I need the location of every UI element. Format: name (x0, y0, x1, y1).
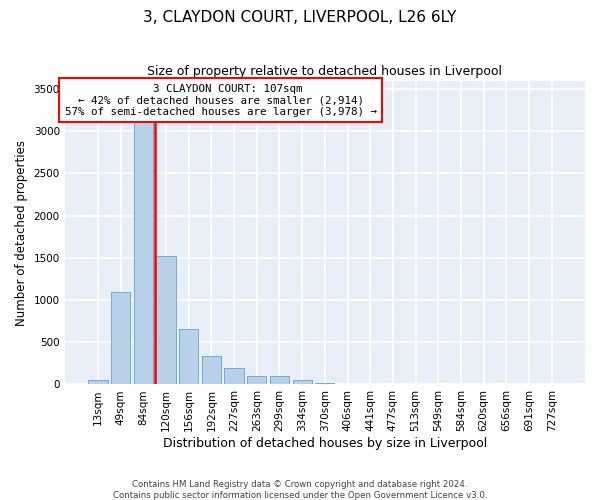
Title: Size of property relative to detached houses in Liverpool: Size of property relative to detached ho… (148, 65, 502, 78)
Bar (247, 376, 266, 384)
Bar (202, 356, 221, 384)
Bar (134, 108, 153, 384)
Text: Contains HM Land Registry data © Crown copyright and database right 2024.
Contai: Contains HM Land Registry data © Crown c… (113, 480, 487, 500)
Bar (293, 380, 312, 384)
X-axis label: Distribution of detached houses by size in Liverpool: Distribution of detached houses by size … (163, 437, 487, 450)
Bar (315, 383, 334, 384)
Bar (111, 292, 130, 384)
Bar (179, 328, 199, 384)
Bar (270, 376, 289, 384)
Bar (224, 368, 244, 384)
Bar (157, 256, 176, 384)
Text: 3 CLAYDON COURT: 107sqm
← 42% of detached houses are smaller (2,914)
57% of semi: 3 CLAYDON COURT: 107sqm ← 42% of detache… (65, 84, 377, 117)
Bar (88, 380, 107, 384)
Y-axis label: Number of detached properties: Number of detached properties (15, 140, 28, 326)
Text: 3, CLAYDON COURT, LIVERPOOL, L26 6LY: 3, CLAYDON COURT, LIVERPOOL, L26 6LY (143, 10, 457, 25)
